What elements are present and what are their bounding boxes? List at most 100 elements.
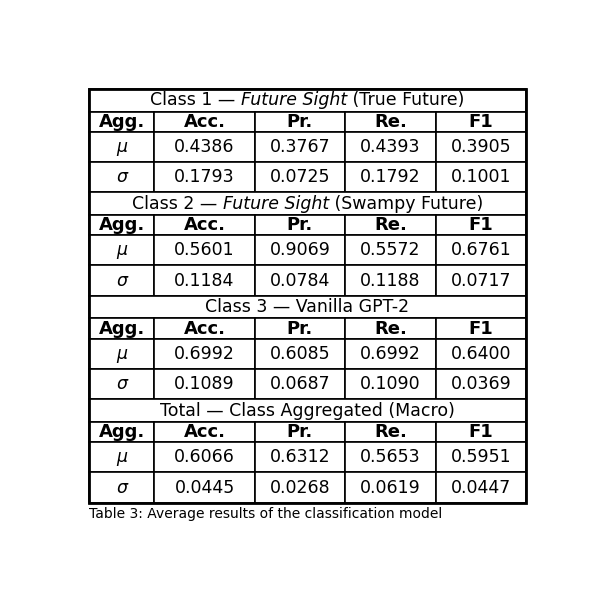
Bar — [345, 162, 436, 192]
Bar — [345, 472, 436, 503]
Bar — [255, 132, 345, 162]
Text: 0.1184: 0.1184 — [175, 272, 235, 289]
Text: 0.6992: 0.6992 — [360, 345, 421, 363]
Text: 0.6400: 0.6400 — [451, 345, 511, 363]
Bar — [154, 442, 255, 472]
Bar — [154, 369, 255, 399]
Text: F1: F1 — [469, 112, 493, 130]
Bar — [89, 442, 154, 472]
Text: Acc.: Acc. — [184, 320, 226, 338]
Text: 0.6992: 0.6992 — [174, 345, 235, 363]
Bar — [89, 89, 526, 503]
Bar — [154, 339, 255, 369]
Text: 0.0717: 0.0717 — [451, 272, 511, 289]
Text: Total — Class Aggregated (Macro): Total — Class Aggregated (Macro) — [160, 402, 455, 420]
Bar — [255, 442, 345, 472]
Bar — [436, 339, 526, 369]
Bar — [255, 235, 345, 265]
Bar — [89, 318, 154, 339]
Bar — [89, 339, 154, 369]
Text: 0.6761: 0.6761 — [451, 242, 511, 259]
Bar — [89, 369, 154, 399]
Text: 0.1793: 0.1793 — [174, 168, 235, 186]
Text: 0.0369: 0.0369 — [451, 375, 511, 393]
Text: Pr.: Pr. — [287, 112, 313, 130]
Text: Re.: Re. — [374, 423, 407, 441]
Bar — [154, 215, 255, 235]
Text: 0.0268: 0.0268 — [269, 478, 330, 496]
Text: 0.0619: 0.0619 — [360, 478, 421, 496]
Bar — [436, 265, 526, 296]
Text: 0.1001: 0.1001 — [451, 168, 511, 186]
Text: 0.6066: 0.6066 — [174, 448, 235, 466]
Text: (True Future): (True Future) — [347, 91, 464, 109]
Text: μ: μ — [116, 138, 127, 156]
Text: F1: F1 — [469, 320, 493, 338]
Bar — [345, 422, 436, 442]
Text: Class 1 —: Class 1 — — [151, 91, 241, 109]
Text: 0.6085: 0.6085 — [269, 345, 330, 363]
Bar — [89, 296, 526, 318]
Text: Agg.: Agg. — [98, 320, 145, 338]
Text: 0.0725: 0.0725 — [270, 168, 330, 186]
Bar — [89, 215, 154, 235]
Text: 0.1792: 0.1792 — [360, 168, 421, 186]
Bar — [436, 132, 526, 162]
Text: 0.5572: 0.5572 — [360, 242, 421, 259]
Text: 0.0687: 0.0687 — [269, 375, 330, 393]
Text: Pr.: Pr. — [287, 320, 313, 338]
Text: 0.1089: 0.1089 — [174, 375, 235, 393]
Text: 0.1090: 0.1090 — [360, 375, 421, 393]
Bar — [154, 132, 255, 162]
Bar — [255, 422, 345, 442]
Bar — [89, 235, 154, 265]
Bar — [154, 235, 255, 265]
Bar — [345, 235, 436, 265]
Text: 0.1188: 0.1188 — [360, 272, 421, 289]
Text: F1: F1 — [469, 423, 493, 441]
Bar — [89, 132, 154, 162]
Bar — [436, 162, 526, 192]
Bar — [154, 162, 255, 192]
Text: 0.9069: 0.9069 — [269, 242, 331, 259]
Bar — [255, 112, 345, 132]
Bar — [89, 192, 526, 215]
Bar — [436, 369, 526, 399]
Bar — [255, 265, 345, 296]
Bar — [154, 472, 255, 503]
Bar — [436, 422, 526, 442]
Bar — [89, 399, 526, 422]
Text: 0.3767: 0.3767 — [269, 138, 330, 156]
Bar — [345, 265, 436, 296]
Bar — [255, 215, 345, 235]
Text: Class 3 — Vanilla GPT-2: Class 3 — Vanilla GPT-2 — [205, 298, 410, 316]
Bar — [436, 112, 526, 132]
Text: σ: σ — [116, 168, 127, 186]
Text: 0.0784: 0.0784 — [270, 272, 330, 289]
Text: Acc.: Acc. — [184, 216, 226, 234]
Text: μ: μ — [116, 345, 127, 363]
Bar — [154, 422, 255, 442]
Bar — [345, 369, 436, 399]
Bar — [255, 472, 345, 503]
Text: Re.: Re. — [374, 112, 407, 130]
Text: Class 2 —: Class 2 — — [132, 194, 223, 213]
Text: 0.3905: 0.3905 — [451, 138, 511, 156]
Text: μ: μ — [116, 448, 127, 466]
Bar — [345, 318, 436, 339]
Text: Agg.: Agg. — [98, 112, 145, 130]
Text: 0.5601: 0.5601 — [174, 242, 235, 259]
Text: 0.4393: 0.4393 — [360, 138, 421, 156]
Text: Agg.: Agg. — [98, 216, 145, 234]
Bar — [436, 235, 526, 265]
Text: 0.0447: 0.0447 — [451, 478, 511, 496]
Bar — [255, 318, 345, 339]
Bar — [154, 318, 255, 339]
Bar — [436, 318, 526, 339]
Bar — [436, 472, 526, 503]
Bar — [345, 215, 436, 235]
Text: Acc.: Acc. — [184, 423, 226, 441]
Bar — [89, 422, 154, 442]
Bar — [436, 215, 526, 235]
Text: 0.0445: 0.0445 — [175, 478, 235, 496]
